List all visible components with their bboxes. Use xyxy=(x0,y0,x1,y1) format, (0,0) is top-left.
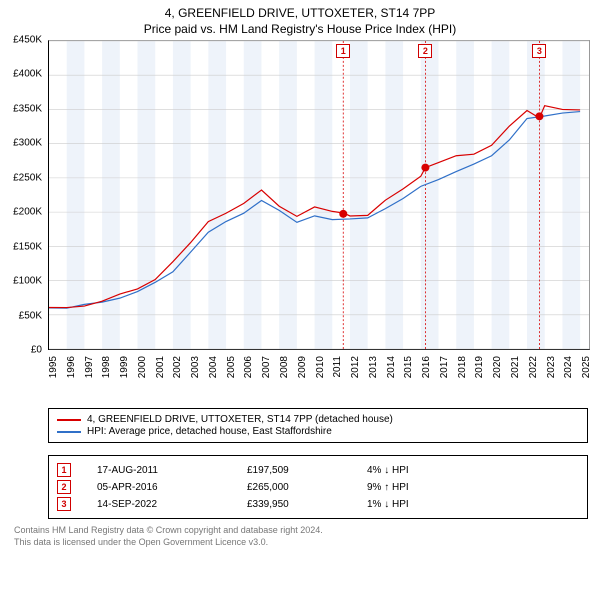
y-tick-label: £300K xyxy=(13,138,42,149)
tx-price-2: £265,000 xyxy=(247,482,367,493)
x-tick-label: 2008 xyxy=(279,356,290,378)
tx-delta-2: 9% ↑ HPI xyxy=(367,482,487,493)
footer-line1: Contains HM Land Registry data © Crown c… xyxy=(14,525,588,537)
x-tick-label: 2001 xyxy=(155,356,166,378)
legend-box: 4, GREENFIELD DRIVE, UTTOXETER, ST14 7PP… xyxy=(48,408,588,443)
x-tick-label: 2014 xyxy=(386,356,397,378)
x-tick-label: 2020 xyxy=(492,356,503,378)
x-tick-label: 2011 xyxy=(332,356,343,378)
table-row: 3 14-SEP-2022 £339,950 1% ↓ HPI xyxy=(57,497,579,511)
chart-svg xyxy=(49,41,589,349)
table-row: 1 17-AUG-2011 £197,509 4% ↓ HPI xyxy=(57,463,579,477)
legend-swatch-red xyxy=(57,419,81,421)
y-tick-label: £0 xyxy=(31,345,42,356)
tx-marker-2: 2 xyxy=(57,480,71,494)
tx-price-1: £197,509 xyxy=(247,465,367,476)
x-tick-label: 2024 xyxy=(563,356,574,378)
y-tick-label: £400K xyxy=(13,69,42,80)
y-tick-label: £250K xyxy=(13,172,42,183)
x-tick-label: 2022 xyxy=(528,356,539,378)
x-tick-label: 2012 xyxy=(350,356,361,378)
tx-date-3: 14-SEP-2022 xyxy=(97,499,247,510)
plot-region: 1 2 3 xyxy=(48,40,590,350)
x-tick-label: 2002 xyxy=(172,356,183,378)
tx-price-3: £339,950 xyxy=(247,499,367,510)
legend-row-red: 4, GREENFIELD DRIVE, UTTOXETER, ST14 7PP… xyxy=(57,414,579,425)
x-tick-label: 2007 xyxy=(261,356,272,378)
footer-attribution: Contains HM Land Registry data © Crown c… xyxy=(14,525,588,548)
x-tick-label: 1998 xyxy=(101,356,112,378)
x-tick-label: 2013 xyxy=(368,356,379,378)
x-tick-label: 1999 xyxy=(119,356,130,378)
y-tick-label: £100K xyxy=(13,276,42,287)
legend-swatch-blue xyxy=(57,431,81,433)
y-tick-label: £150K xyxy=(13,241,42,252)
tx-date-1: 17-AUG-2011 xyxy=(97,465,247,476)
y-tick-label: £200K xyxy=(13,207,42,218)
tx-delta-3: 1% ↓ HPI xyxy=(367,499,487,510)
x-tick-label: 2006 xyxy=(243,356,254,378)
tx-delta-1: 4% ↓ HPI xyxy=(367,465,487,476)
y-axis-labels: £0£50K£100K£150K£200K£250K£300K£350K£400… xyxy=(0,40,44,350)
table-row: 2 05-APR-2016 £265,000 9% ↑ HPI xyxy=(57,480,579,494)
legend-row-blue: HPI: Average price, detached house, East… xyxy=(57,426,579,437)
chart-area: £0£50K£100K£150K£200K£250K£300K£350K£400… xyxy=(48,40,590,370)
x-tick-label: 1995 xyxy=(48,356,59,378)
tx-marker-3: 3 xyxy=(57,497,71,511)
tx-date-2: 05-APR-2016 xyxy=(97,482,247,493)
y-tick-label: £450K xyxy=(13,35,42,46)
x-tick-label: 2017 xyxy=(439,356,450,378)
x-tick-label: 2000 xyxy=(137,356,148,378)
x-tick-label: 2003 xyxy=(190,356,201,378)
x-tick-label: 2005 xyxy=(226,356,237,378)
transactions-table: 1 17-AUG-2011 £197,509 4% ↓ HPI 2 05-APR… xyxy=(48,455,588,519)
y-tick-label: £350K xyxy=(13,103,42,114)
chart-titles: 4, GREENFIELD DRIVE, UTTOXETER, ST14 7PP… xyxy=(0,0,600,40)
x-tick-label: 2025 xyxy=(581,356,592,378)
x-axis-labels: 1995 1996 1997 1998 1999 2000 2001 2002 2003 2004… xyxy=(48,352,590,390)
chart-marker-3: 3 xyxy=(532,44,546,58)
y-tick-label: £50K xyxy=(19,310,42,321)
x-tick-label: 2015 xyxy=(403,356,414,378)
x-tick-label: 1997 xyxy=(84,356,95,378)
x-tick-label: 1996 xyxy=(66,356,77,378)
title-sub: Price paid vs. HM Land Registry's House … xyxy=(0,22,600,36)
x-tick-label: 2010 xyxy=(315,356,326,378)
x-tick-label: 2016 xyxy=(421,356,432,378)
chart-marker-1: 1 xyxy=(336,44,350,58)
footer-line2: This data is licensed under the Open Gov… xyxy=(14,537,588,549)
chart-marker-2: 2 xyxy=(418,44,432,58)
x-tick-label: 2023 xyxy=(546,356,557,378)
x-tick-label: 2021 xyxy=(510,356,521,378)
x-tick-label: 2019 xyxy=(474,356,485,378)
x-tick-label: 2004 xyxy=(208,356,219,378)
legend-label-red: 4, GREENFIELD DRIVE, UTTOXETER, ST14 7PP… xyxy=(87,414,393,425)
title-main: 4, GREENFIELD DRIVE, UTTOXETER, ST14 7PP xyxy=(0,6,600,20)
tx-marker-1: 1 xyxy=(57,463,71,477)
legend-label-blue: HPI: Average price, detached house, East… xyxy=(87,426,332,437)
x-tick-label: 2018 xyxy=(457,356,468,378)
x-tick-label: 2009 xyxy=(297,356,308,378)
